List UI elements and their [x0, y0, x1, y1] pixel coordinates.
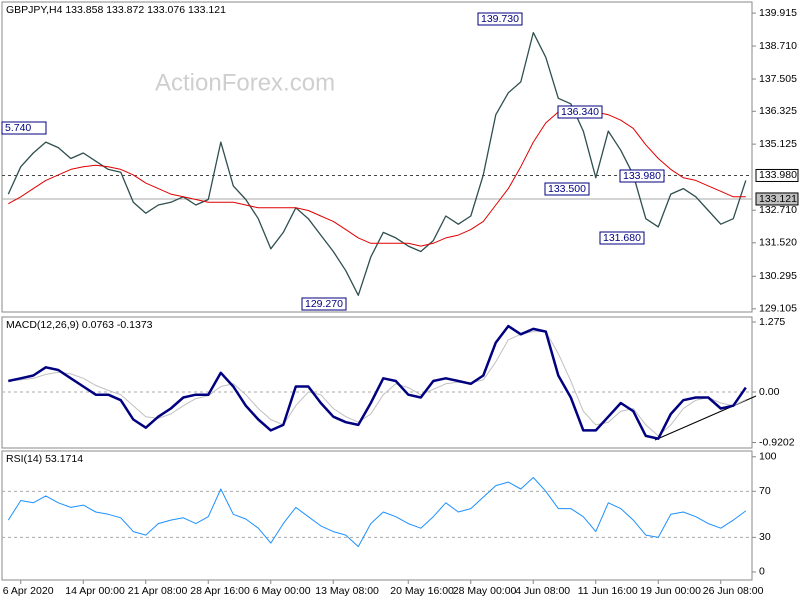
price-label-box [755, 168, 799, 182]
annotation-box [477, 12, 523, 26]
y-tick-label: 130.295 [759, 270, 797, 282]
annotation: 133.500 [548, 183, 586, 195]
annotation: 5.740 [5, 122, 31, 134]
series-line [8, 331, 747, 437]
panel-title: RSI(14) 53.1714 [6, 453, 83, 465]
annotation: 139.730 [481, 13, 519, 25]
y-tick-label: 136.325 [759, 105, 797, 117]
x-tick-label: 13 May 08:00 [315, 585, 379, 597]
y-tick-label: 70 [759, 485, 771, 497]
panel-title: MACD(12,26,9) 0.0763 -0.1373 [6, 319, 153, 331]
y-tick-label: 100 [759, 451, 777, 463]
x-tick-label: 14 Apr 00:00 [65, 585, 125, 597]
x-tick-label: 26 Jun 08:00 [703, 585, 764, 597]
y-tick-label: 1.275 [759, 316, 785, 328]
x-tick-label: 6 Apr 2020 [3, 585, 54, 597]
annotation-box [1, 121, 47, 135]
x-tick-label: 20 May 16:00 [390, 585, 454, 597]
y-tick-label: 129.105 [759, 303, 797, 315]
y-tick-label: 0.00 [759, 386, 780, 398]
macd-panel [1, 316, 753, 449]
y-tick-label: 30 [759, 531, 771, 543]
series-line [8, 324, 747, 440]
x-tick-label: 28 Apr 16:00 [190, 585, 250, 597]
series-line [7, 31, 747, 296]
price-label-box [755, 192, 799, 206]
annotation-box [557, 105, 603, 119]
y-tick-label: -0.9202 [759, 436, 795, 448]
x-tick-label: 4 Jun 08:00 [515, 585, 570, 597]
y-tick-label: 0 [759, 566, 765, 578]
watermark: ActionForex.com [155, 69, 335, 96]
annotation: 133.980 [623, 170, 661, 182]
annotation-box [544, 182, 590, 196]
y-tick-label: 137.505 [759, 73, 797, 85]
y-tick-label: 135.125 [759, 138, 797, 150]
panel-title: GBPJPY,H4 133.858 133.872 133.076 133.12… [6, 4, 226, 16]
x-tick-label: 11 Jun 16:00 [578, 585, 638, 597]
annotation: 131.680 [603, 232, 641, 244]
annotation-box [301, 297, 347, 311]
price-label: 133.121 [759, 193, 797, 205]
x-tick-label: 19 Jun 00:00 [640, 585, 701, 597]
price-panel [1, 1, 753, 313]
price-label: 133.980 [759, 169, 797, 181]
annotation-box [599, 231, 645, 245]
x-tick-label: 28 May 00:00 [453, 585, 517, 597]
annotation-box [619, 169, 665, 183]
y-tick-label: 131.520 [759, 237, 797, 249]
x-tick-label: 6 May 00:00 [253, 585, 311, 597]
rsi-panel [1, 450, 753, 581]
series-line [7, 477, 747, 548]
y-tick-label: 132.710 [759, 204, 797, 216]
y-tick-label: 139.915 [759, 7, 797, 19]
x-tick-label: 21 Apr 08:00 [128, 585, 188, 597]
annotation: 129.270 [305, 298, 343, 310]
y-tick-label: 138.710 [759, 40, 797, 52]
annotation: 136.340 [561, 106, 599, 118]
series-line [8, 106, 746, 247]
